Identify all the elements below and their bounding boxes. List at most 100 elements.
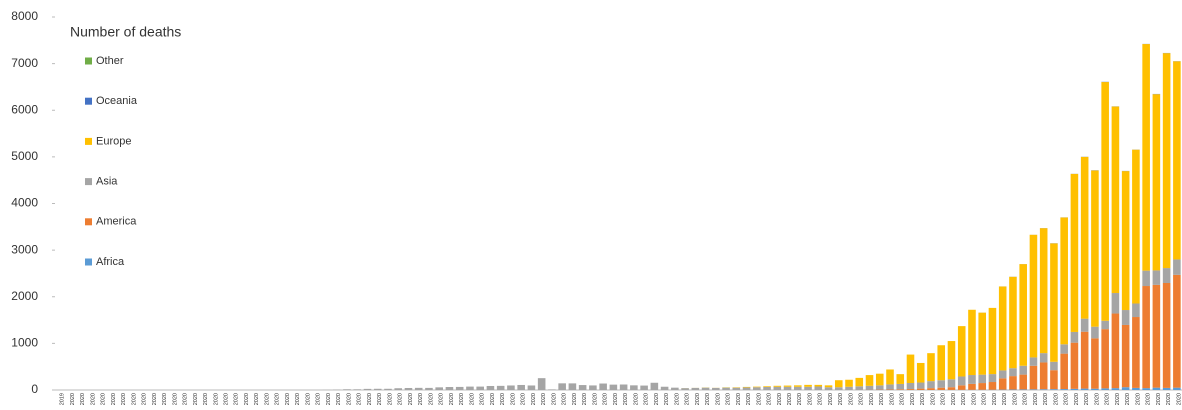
x-tick-label: 2020 xyxy=(316,393,322,405)
bar-segment xyxy=(988,382,997,390)
x-tick-label: 2020 xyxy=(541,393,547,405)
legend-label: Europe xyxy=(96,135,131,147)
x-tick-label: 2020 xyxy=(531,393,537,405)
x-tick-label: 2020 xyxy=(1033,393,1039,405)
bar-segment xyxy=(1162,282,1171,388)
y-tick-label: 0 xyxy=(31,382,38,396)
bar-segment xyxy=(1060,217,1068,345)
bar-segment xyxy=(435,387,443,390)
x-tick-label: 2020 xyxy=(818,393,824,405)
bar-segment xyxy=(1162,387,1171,390)
bar-segment xyxy=(978,383,987,390)
bar-segment xyxy=(1070,388,1079,390)
x-tick-label: 2020 xyxy=(1012,393,1018,405)
bar-segment xyxy=(824,387,833,390)
x-tick-label: 2020 xyxy=(572,393,578,405)
legend-swatch xyxy=(85,137,92,145)
x-tick-label: 2020 xyxy=(346,393,352,405)
x-tick-label: 2020 xyxy=(244,393,250,405)
bar-segment xyxy=(558,383,566,390)
legend-label: Other xyxy=(96,55,124,67)
x-tick-label: 2020 xyxy=(305,393,311,405)
bar-segment xyxy=(814,384,823,387)
y-tick-label: 7000 xyxy=(11,56,38,70)
x-tick-label: 2020 xyxy=(623,393,629,405)
x-tick-label: 2020 xyxy=(172,393,178,405)
bar-segment xyxy=(701,387,710,390)
bar-segment xyxy=(1111,388,1120,390)
bar-segment xyxy=(1050,370,1058,390)
bar-segment xyxy=(927,353,935,382)
bar-segment xyxy=(1070,331,1079,343)
x-tick-label: 2019 xyxy=(60,393,66,405)
bar-segment xyxy=(1091,170,1099,327)
bar-segment xyxy=(404,387,413,390)
bar-segment xyxy=(824,385,833,388)
x-tick-label: 2020 xyxy=(254,393,260,405)
x-tick-label: 2020 xyxy=(1053,393,1059,405)
bar-segment xyxy=(660,386,669,390)
bar-segment xyxy=(875,373,884,386)
bar-segment xyxy=(1029,234,1038,358)
bar-segment xyxy=(794,385,802,387)
bar-segment xyxy=(1091,338,1099,389)
x-tick-label: 2020 xyxy=(480,393,486,405)
bar-segment xyxy=(425,387,433,390)
legend-swatch xyxy=(85,258,92,266)
bar-segment xyxy=(527,385,536,390)
x-tick-label: 2020 xyxy=(879,393,885,405)
bar-segment xyxy=(1101,82,1109,321)
x-tick-label: 2020 xyxy=(357,393,363,405)
bar-segment xyxy=(640,385,648,390)
bar-segment xyxy=(906,354,915,384)
bar-segment xyxy=(1050,361,1058,371)
bar-segment xyxy=(845,379,853,387)
y-tick-label: 3000 xyxy=(11,242,38,256)
bar-segment xyxy=(455,386,464,390)
bar-segment xyxy=(1060,389,1068,390)
bar-segment xyxy=(1070,342,1079,389)
bar-segment xyxy=(1173,61,1181,260)
x-tick-label: 2020 xyxy=(592,393,598,405)
x-tick-label: 2020 xyxy=(500,393,506,405)
x-tick-label: 2020 xyxy=(152,393,158,405)
bar-segment xyxy=(1039,228,1048,354)
bar-segment xyxy=(957,385,966,390)
bar-segment xyxy=(968,375,976,384)
bar-segment xyxy=(1029,389,1038,390)
bar-segment xyxy=(445,387,454,390)
bar-segment xyxy=(1142,270,1150,287)
x-tick-label: 2020 xyxy=(920,393,926,405)
x-tick-label: 2020 xyxy=(70,393,76,405)
bar-segment xyxy=(753,386,761,388)
legend-label: Africa xyxy=(96,256,125,268)
bar-segment xyxy=(1050,243,1058,362)
bar-segment xyxy=(886,384,894,390)
x-tick-label: 2020 xyxy=(469,393,475,405)
bar-segment xyxy=(1132,149,1140,304)
bar-segment xyxy=(1070,173,1079,332)
bar-segment xyxy=(1060,353,1068,390)
x-tick-label: 2020 xyxy=(408,393,414,405)
x-tick-label: 2020 xyxy=(387,393,393,405)
bar-segment xyxy=(732,387,741,390)
x-tick-label: 2020 xyxy=(326,393,332,405)
bar-segment xyxy=(1019,264,1027,366)
x-tick-label: 2020 xyxy=(111,393,117,405)
bar-segment xyxy=(906,389,915,390)
x-tick-label: 2020 xyxy=(439,393,445,405)
bar-segment xyxy=(947,379,956,388)
x-tick-label: 2020 xyxy=(193,393,199,405)
bar-segment xyxy=(1060,344,1068,354)
bar-segment xyxy=(753,387,761,390)
bar-segment xyxy=(1009,368,1017,377)
x-tick-label: 2020 xyxy=(336,393,342,405)
bar-segment xyxy=(773,386,782,390)
bar-segment xyxy=(1019,374,1027,390)
x-tick-label: 2020 xyxy=(982,393,988,405)
x-tick-label: 2020 xyxy=(869,393,875,405)
bar-segment xyxy=(363,388,372,390)
x-tick-label: 2020 xyxy=(807,393,813,405)
bar-segment xyxy=(957,326,966,377)
